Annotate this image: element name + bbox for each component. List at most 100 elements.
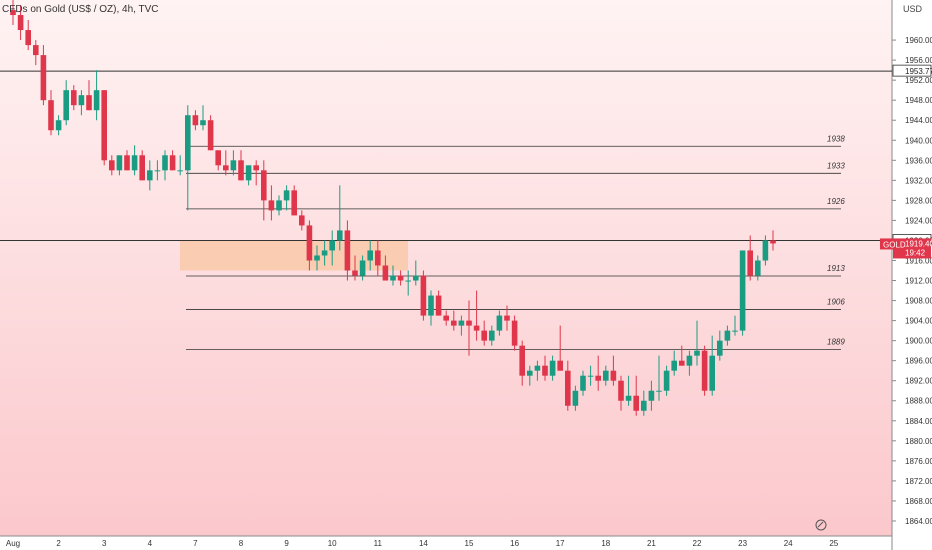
candle-up <box>625 395 632 401</box>
x-tick-label: 21 <box>647 539 656 548</box>
candle-down <box>40 55 47 101</box>
candle-up <box>154 170 161 172</box>
candle-down <box>253 165 259 171</box>
candle-up <box>245 165 252 181</box>
candle-down <box>557 360 563 371</box>
candle-up <box>276 200 282 211</box>
candle-up <box>489 330 495 341</box>
y-tick-label: 1932.00 <box>905 176 932 185</box>
candle-down <box>86 95 92 111</box>
countdown-text: 19:42 <box>905 248 926 257</box>
candle-down <box>511 320 518 346</box>
currency-label[interactable]: USD <box>902 4 922 14</box>
candle-down <box>618 380 624 401</box>
candle-down <box>679 360 685 366</box>
y-tick-label: 1952.00 <box>905 76 932 85</box>
y-tick-label: 1900.00 <box>905 337 932 346</box>
candle-down <box>352 270 358 276</box>
x-tick-label: 25 <box>829 539 838 548</box>
candle-down <box>207 120 214 151</box>
y-tick-label: 1904.00 <box>905 317 932 326</box>
candle-up <box>413 275 419 281</box>
candle-down <box>261 170 267 201</box>
candle-up <box>162 155 168 171</box>
candle-down <box>25 30 31 46</box>
x-tick-label: 22 <box>693 539 702 548</box>
y-tick-label: 1868.00 <box>905 497 932 506</box>
x-tick-label: 18 <box>601 539 610 548</box>
candle-up <box>587 375 594 377</box>
candle-down <box>747 250 753 276</box>
candle-down <box>33 45 39 56</box>
x-tick-label: 11 <box>374 539 383 548</box>
candle-up <box>200 120 206 126</box>
candle-down <box>610 370 617 381</box>
candle-up <box>656 390 662 392</box>
price-axis[interactable]: 1960.00 1956.00 1952.00 1948.00 1944.00 1940.… <box>892 36 932 526</box>
candle-up <box>428 295 434 316</box>
y-tick-label: 1948.00 <box>905 96 932 105</box>
y-tick-label: 1956.00 <box>905 56 932 65</box>
y-tick-label: 1884.00 <box>905 417 932 426</box>
time-icon[interactable] <box>815 519 827 531</box>
candle-down <box>109 160 115 171</box>
candle-down <box>71 90 77 106</box>
candle-up <box>116 155 123 171</box>
candle-down <box>504 315 510 321</box>
candle-down <box>48 100 54 131</box>
candle-up <box>686 355 693 366</box>
candle-down <box>17 15 24 31</box>
y-tick-label: 1896.00 <box>905 357 932 366</box>
time-axis[interactable]: Aug 2 3 4 7 8 9 10 11 14 15 16 17 18 21 22 23 24 25 <box>6 539 839 548</box>
x-tick-label: 14 <box>419 539 428 548</box>
candle-up <box>458 320 465 326</box>
candle-up <box>732 330 738 332</box>
y-tick-label: 1864.00 <box>905 517 932 526</box>
y-tick-label: 1928.00 <box>905 196 932 205</box>
price-axis-background <box>892 0 932 550</box>
candle-down <box>124 155 130 171</box>
candle-up <box>314 255 320 261</box>
candle-down <box>169 155 176 171</box>
supply-demand-zone-layer <box>180 240 408 271</box>
candle-down <box>268 200 275 211</box>
candle-down <box>375 250 381 266</box>
symbol-badge-text: GOLD <box>883 240 906 249</box>
candle-up <box>755 260 761 276</box>
candle-down <box>466 320 472 326</box>
level-label: 1938 <box>827 134 845 143</box>
candle-down <box>542 365 548 376</box>
x-tick-label: 16 <box>510 539 519 548</box>
candle-down <box>291 190 297 216</box>
y-tick-label: 1876.00 <box>905 457 932 466</box>
candle-down <box>306 225 313 261</box>
candle-down <box>397 275 404 281</box>
candle-up <box>230 160 237 171</box>
y-tick-label: 1912.00 <box>905 277 932 286</box>
x-tick-label: Aug <box>6 539 20 548</box>
level-label: 1926 <box>827 197 845 206</box>
candle-up <box>496 315 503 331</box>
level-label: 1913 <box>827 264 845 273</box>
x-tick-label: 23 <box>738 539 747 548</box>
x-tick-label: 10 <box>328 539 337 548</box>
symbol-badge <box>880 238 904 250</box>
candle-up <box>367 250 373 261</box>
level-price-badge-text: 1953.77 <box>905 67 932 76</box>
candle-down <box>519 345 525 376</box>
candle-down <box>223 165 229 171</box>
y-tick-label: 1888.00 <box>905 397 932 406</box>
candle-down <box>344 230 351 271</box>
candle-down <box>10 10 16 16</box>
y-tick-label: 1880.00 <box>905 437 932 446</box>
candle-up <box>78 95 85 106</box>
candle-down <box>382 265 389 281</box>
y-tick-label: 1892.00 <box>905 377 932 386</box>
candle-up <box>185 115 191 171</box>
y-tick-label: 1916.00 <box>905 256 932 265</box>
candle-down <box>565 370 571 406</box>
candle-up <box>549 360 556 376</box>
candle-up <box>724 330 731 341</box>
